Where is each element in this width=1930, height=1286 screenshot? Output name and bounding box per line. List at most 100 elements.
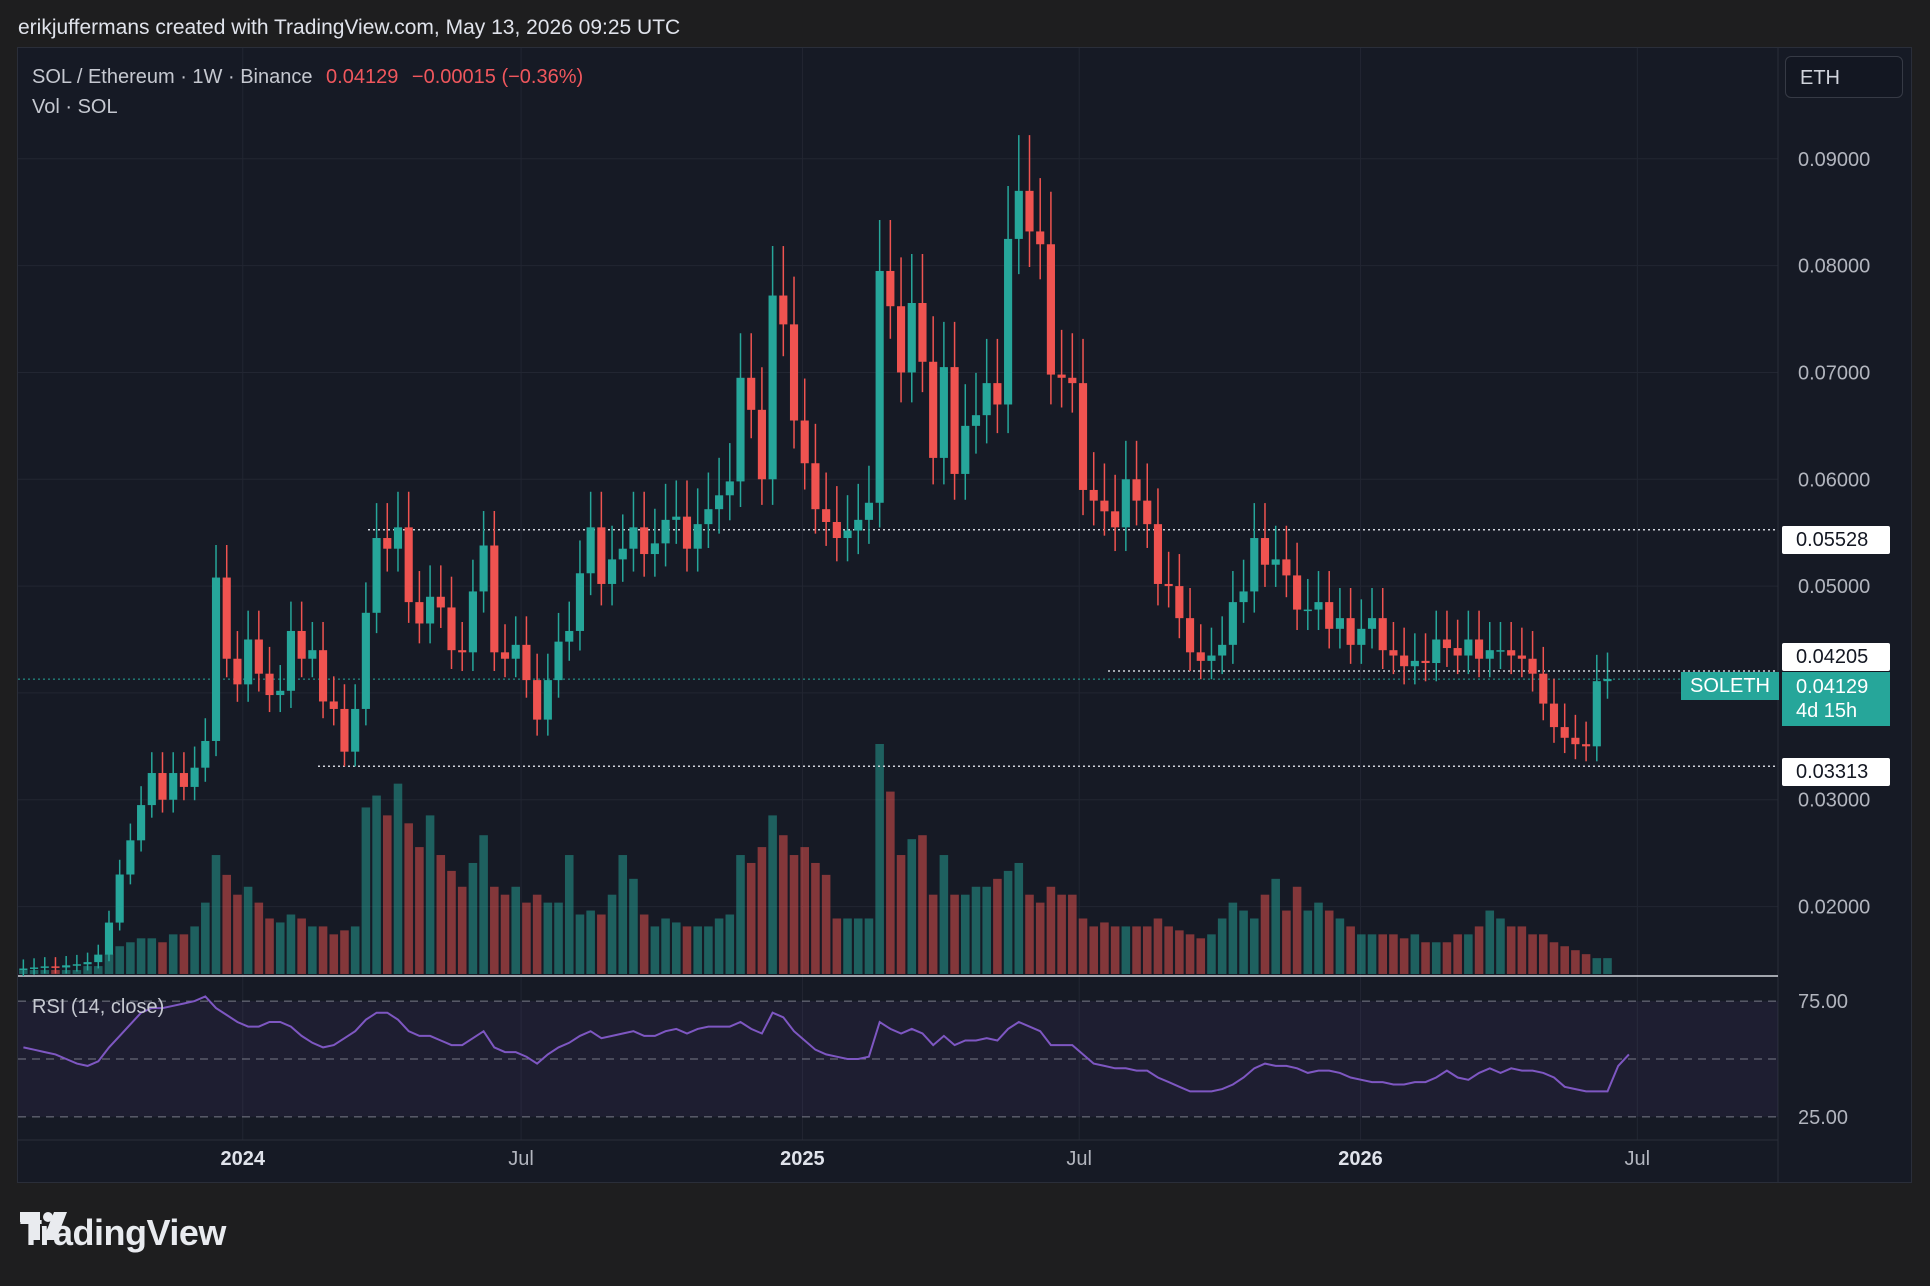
volume-bar: [1485, 910, 1495, 974]
chart-panel[interactable]: 0.090000.080000.070000.060000.050000.040…: [17, 47, 1912, 1183]
candle-body: [351, 708, 360, 752]
candle-body: [329, 701, 338, 709]
volume-bar: [147, 938, 157, 974]
volume-bar: [1474, 926, 1484, 974]
volume-bar: [500, 894, 510, 974]
candle-body: [286, 630, 296, 691]
volume-bar: [886, 791, 895, 974]
volume-bar: [329, 934, 339, 974]
volume-bar: [1549, 942, 1559, 974]
tradingview-logo[interactable]: TradingView: [20, 1212, 226, 1254]
volume-bar: [1142, 926, 1152, 974]
candle-body: [1207, 655, 1216, 661]
candle-body: [597, 527, 606, 584]
volume-bar: [864, 918, 874, 974]
current-price-value: 0.04129: [1796, 676, 1869, 698]
level-price-tag: 0.04205: [1782, 643, 1890, 671]
candle-body: [875, 270, 884, 503]
candle-body: [1507, 650, 1516, 656]
volume-bar: [757, 847, 767, 974]
volume-bar: [607, 894, 617, 974]
volume-bar: [104, 954, 114, 974]
candle-body: [1539, 673, 1548, 704]
candle-body: [1036, 231, 1045, 245]
bar-countdown: 4d 15h: [1796, 700, 1858, 722]
candle-body: [543, 680, 552, 720]
volume-bar: [993, 878, 1002, 974]
rsi-tick-label: 25.00: [1798, 1107, 1848, 1129]
candle-body: [939, 367, 948, 458]
candle-body: [607, 559, 617, 584]
last-price: 0.04129: [326, 66, 399, 88]
y-tick-label: 0.06000: [1798, 469, 1870, 491]
volume-bar: [532, 894, 542, 974]
candle-body: [1014, 190, 1023, 239]
candle-body: [1410, 660, 1419, 667]
volume-bar: [1196, 938, 1206, 974]
candle-body: [137, 805, 146, 841]
symbol-line: SOL / Ethereum · 1W · Binance: [32, 66, 313, 88]
candle-body: [950, 367, 959, 474]
volume-bar: [361, 807, 371, 974]
volume-bar: [372, 795, 381, 974]
candle-body: [1046, 244, 1055, 375]
symbol-tag: SOLETH: [1681, 672, 1779, 700]
volume-bar: [265, 918, 274, 974]
candle-body: [1517, 655, 1526, 659]
volume-bar: [1014, 862, 1024, 974]
candle-body: [1121, 479, 1130, 528]
volume-bar: [1217, 918, 1227, 974]
volume-bar: [971, 886, 981, 974]
volume-bar: [286, 914, 296, 974]
volume-bar: [736, 855, 745, 974]
volume-bar: [233, 894, 242, 974]
candle-body: [618, 548, 627, 560]
volume-bar: [575, 914, 585, 974]
volume-bar: [714, 918, 724, 974]
volume-bar: [457, 886, 467, 974]
candle-body: [372, 538, 381, 613]
candle-body: [1196, 652, 1205, 661]
price-change: −0.00015 (−0.36%): [411, 66, 584, 88]
candle-body: [811, 463, 820, 510]
symbol-legend: SOL / Ethereum · 1W · Binance 0.04129 −0…: [32, 66, 583, 89]
candle-body: [436, 596, 445, 608]
candle-body: [886, 270, 895, 307]
candle-body: [575, 573, 585, 631]
candle-body: [190, 767, 199, 787]
candle-body: [896, 306, 906, 373]
volume-bar: [1603, 958, 1612, 974]
volume-bar: [1260, 894, 1270, 974]
candle-body: [918, 303, 927, 362]
volume-bar: [1581, 954, 1591, 974]
candle-body: [800, 420, 809, 464]
volume-bar: [479, 835, 488, 974]
candle-body: [629, 527, 638, 549]
volume-bar: [1421, 942, 1430, 974]
volume-bar: [1431, 942, 1441, 974]
chart-svg[interactable]: 0.090000.080000.070000.060000.050000.040…: [18, 48, 1911, 1182]
candle-body: [415, 602, 424, 624]
candle-body: [62, 965, 71, 968]
candle-body: [244, 639, 253, 685]
volume-bar: [704, 926, 713, 974]
volume-bar: [1496, 918, 1505, 974]
volume-bar: [1378, 934, 1388, 974]
resistance-price-tag: 0.05528: [1782, 526, 1890, 554]
candle-body: [222, 577, 231, 659]
candle-body: [672, 516, 681, 520]
volume-legend: Vol · SOL: [32, 96, 118, 118]
candle-body: [1057, 374, 1066, 378]
candle-body: [725, 481, 734, 496]
candle-body: [511, 644, 520, 659]
candle-body: [1571, 737, 1580, 745]
candle-body: [982, 383, 991, 416]
x-tick-label: Jul: [1625, 1148, 1651, 1170]
candle-body: [1496, 650, 1505, 652]
candle-body: [993, 383, 1002, 405]
currency-button[interactable]: ETH: [1785, 56, 1903, 98]
y-tick-label: 0.07000: [1798, 362, 1870, 384]
volume-bar: [72, 970, 82, 974]
volume-bar: [222, 874, 232, 974]
volume-bar: [1367, 934, 1377, 974]
